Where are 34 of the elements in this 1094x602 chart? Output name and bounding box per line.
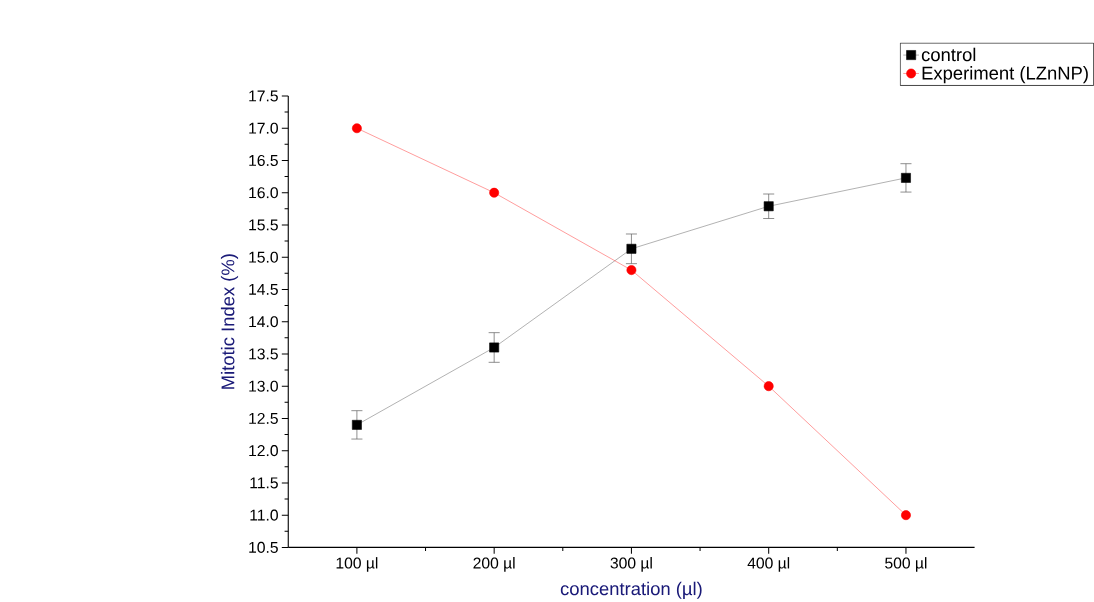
point	[489, 342, 500, 353]
x-tick-label: 100 µl	[336, 557, 378, 572]
point	[626, 243, 637, 254]
legend-label: Experiment (LZnNP)	[922, 66, 1088, 84]
point	[626, 265, 637, 275]
x-tick-label: 400 µl	[747, 557, 790, 572]
y-tick-label: 13.0	[249, 380, 278, 392]
point	[763, 201, 774, 212]
y-tick-label: 12.0	[249, 445, 278, 457]
x-tick-label: 300 µl	[610, 557, 652, 572]
point	[763, 381, 774, 392]
y-tick-label: 16.5	[249, 154, 278, 167]
y-tick-label: 14.5	[249, 284, 278, 295]
y-axis-title: Mitotic Index (%)	[220, 254, 239, 389]
point	[901, 510, 911, 521]
point	[489, 187, 500, 198]
y-tick-label: 15.0	[249, 251, 278, 263]
y-tick-label: 11.0	[250, 509, 278, 521]
y-tick-label: 12.5	[249, 412, 278, 424]
y-tick-label: 17.0	[249, 122, 278, 134]
x-tick-label: 200 µl	[473, 557, 515, 572]
y-tick-label: 11.5	[250, 477, 278, 489]
point	[352, 123, 362, 134]
point	[901, 173, 911, 183]
x-axis-title: concentration (µl)	[560, 581, 702, 599]
y-tick-label: 16.0	[249, 187, 278, 199]
y-tick-label: 17.5	[249, 90, 278, 102]
y-tick-label: 13.5	[249, 348, 278, 360]
y-tick-label: 15.5	[249, 219, 278, 231]
y-tick-label: 10.5	[249, 541, 278, 553]
legend-label: control	[921, 47, 976, 62]
point	[352, 420, 362, 430]
y-tick-label: 14.0	[249, 316, 278, 328]
x-tick-label: 500 µl	[885, 557, 927, 572]
